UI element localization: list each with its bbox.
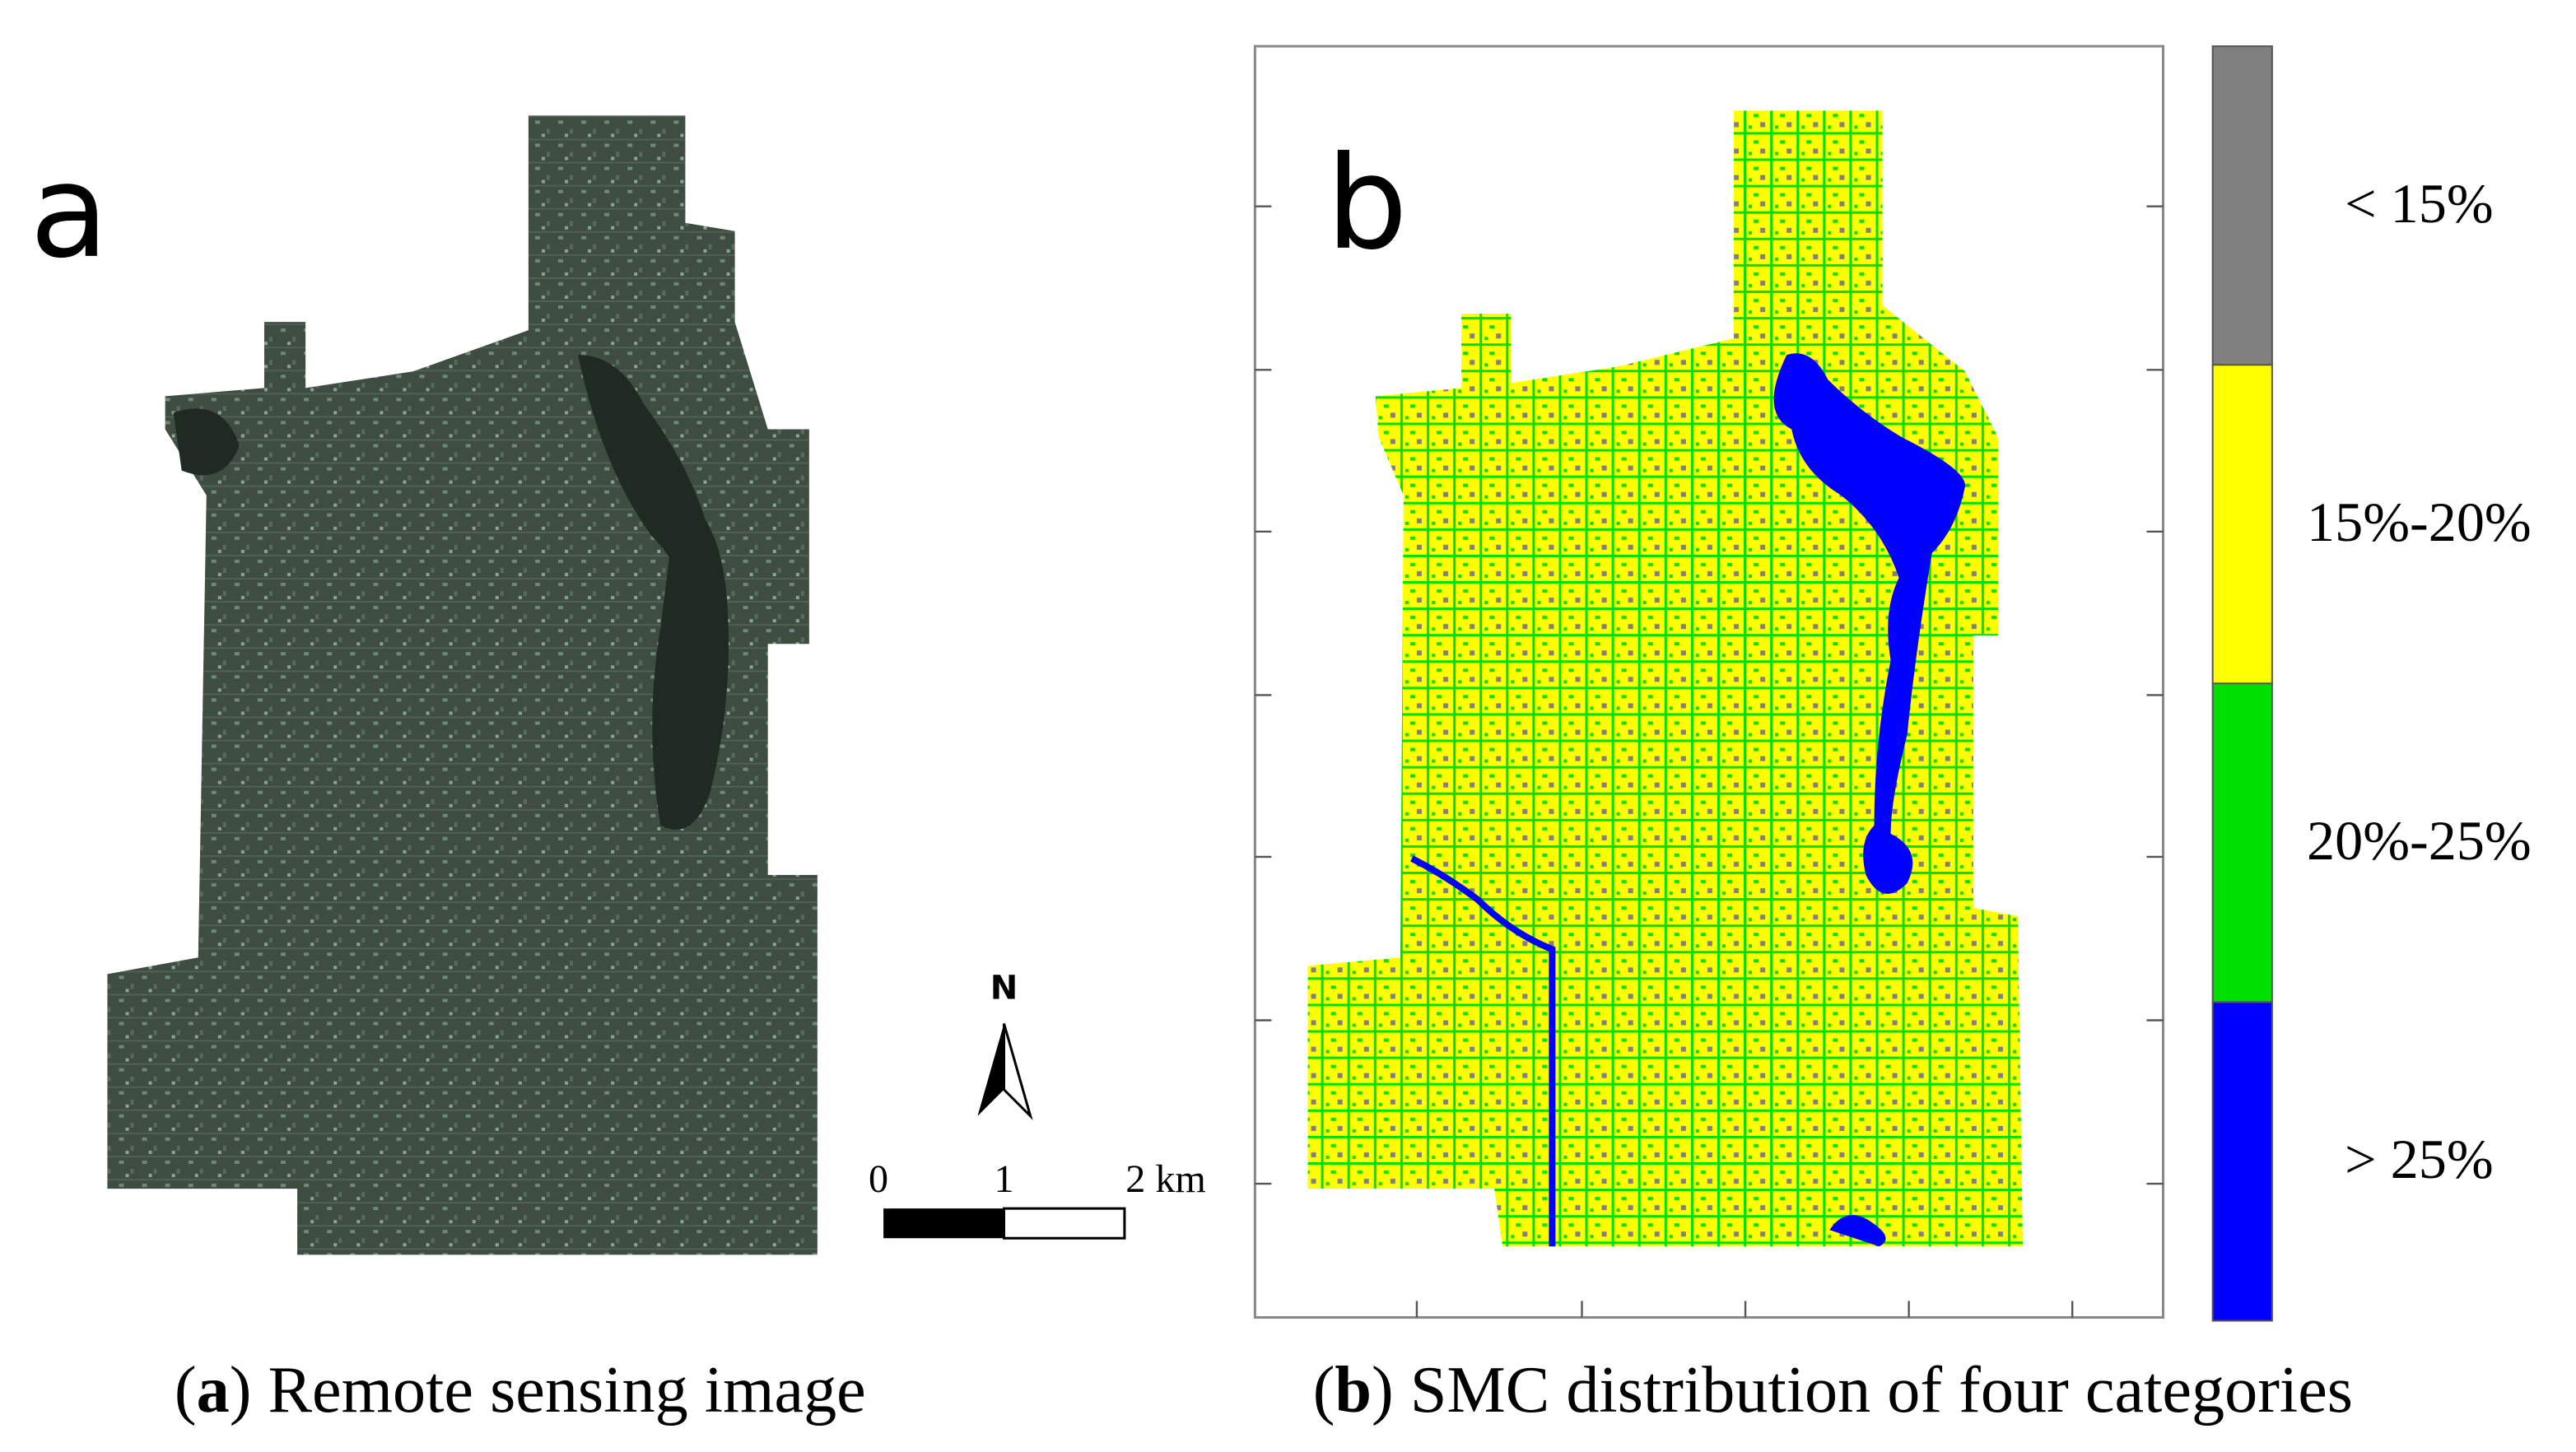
caption-part: ( [1313, 1354, 1335, 1426]
north-arrow [1003, 1023, 1033, 1121]
north-arrow [977, 1023, 1004, 1116]
legend-label: > 25% [2345, 1128, 2494, 1190]
legend-swatch [2211, 45, 2273, 366]
scale-bar [883, 1208, 1004, 1239]
caption-part: ) SMC distribution of four categories [1372, 1354, 2353, 1426]
caption-part: ) Remote sensing image [230, 1354, 866, 1426]
caption: (b) SMC distribution of four categories [1313, 1354, 2353, 1426]
scale-label: 2 km [1125, 1157, 1206, 1201]
legend-label: 20%-25% [2307, 809, 2532, 872]
scale-label: 0 [869, 1157, 888, 1201]
water-body [652, 495, 729, 830]
caption-part: a [197, 1354, 230, 1426]
panel-label: a [30, 137, 109, 286]
legend-label: 15%-20% [2307, 491, 2532, 553]
legend-label: < 15% [2345, 172, 2494, 235]
water-body [1773, 353, 1966, 894]
frame-ticks [1255, 205, 2164, 1318]
scale-label: 1 [994, 1157, 1013, 1201]
legend-swatch [2211, 364, 2273, 685]
smc-map [1307, 110, 2024, 1247]
caption-part: ( [175, 1354, 197, 1426]
scale-bar [1003, 1207, 1126, 1240]
river [1410, 855, 1556, 1247]
panel-label: b [1326, 128, 1408, 278]
legend: < 15% 15%-20% 20%-25% > 25% [2211, 45, 2532, 1322]
water-body [1829, 1215, 1886, 1247]
north-label: N [990, 969, 1018, 1007]
water-body [173, 408, 240, 476]
caption: (a) Remote sensing image [175, 1354, 866, 1426]
legend-swatch [2211, 1001, 2273, 1322]
caption-part: b [1335, 1354, 1372, 1426]
legend-swatch [2211, 682, 2273, 1003]
